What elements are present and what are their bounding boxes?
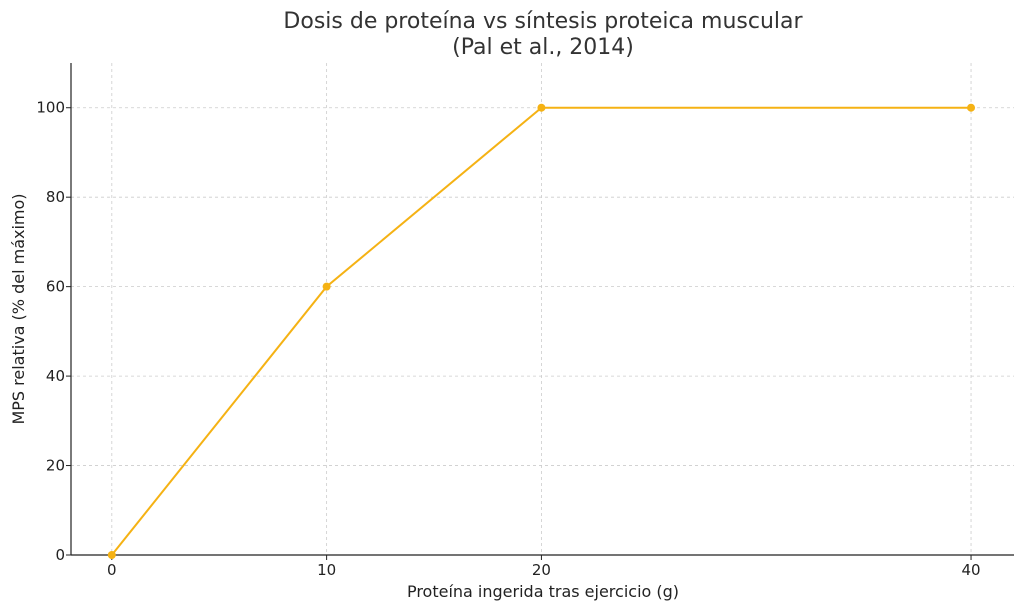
data-point-2 <box>537 103 546 112</box>
grid-lines <box>71 63 1014 556</box>
x-tick-label-2: 20 <box>532 561 551 579</box>
series-line-0 <box>111 106 972 556</box>
y-tick-label-5: 100 <box>36 99 65 117</box>
data-point-1 <box>322 282 331 291</box>
y-tick-label-2: 40 <box>46 367 65 385</box>
y-tick-label-1: 20 <box>46 457 65 475</box>
x-axis-label: Proteína ingerida tras ejercicio (g) <box>407 582 679 601</box>
chart-subtitle: (Pal et al., 2014) <box>452 35 634 60</box>
data-point-0 <box>107 551 116 559</box>
data-point-3 <box>967 103 976 112</box>
x-tick-label-0: 0 <box>107 561 117 579</box>
y-tick-label-3: 60 <box>46 278 65 296</box>
x-tick-label-1: 10 <box>317 561 336 579</box>
chart-title: Dosis de proteína vs síntesis proteica m… <box>283 9 803 34</box>
x-tick-label-3: 40 <box>961 561 980 579</box>
ticks: 0 10 20 40 0 20 40 60 80 100 <box>36 99 980 579</box>
y-axis-label: MPS relativa (% del máximo) <box>9 193 28 424</box>
y-tick-label-0: 0 <box>55 546 65 564</box>
axes <box>70 63 1014 556</box>
y-tick-label-4: 80 <box>46 188 65 206</box>
series <box>107 103 976 559</box>
